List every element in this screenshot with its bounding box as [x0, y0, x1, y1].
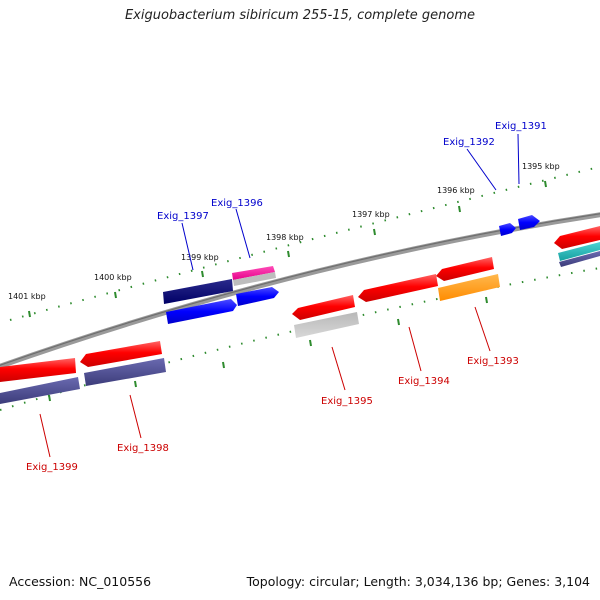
- gene-label[interactable]: Exig_1395: [321, 396, 373, 407]
- tick-mark: [397, 318, 400, 326]
- outer-major-ticks: [28, 180, 547, 318]
- gene-label[interactable]: Exig_1392: [443, 137, 495, 148]
- inner-major-ticks: [48, 296, 488, 402]
- gene-arrow[interactable]: [163, 279, 233, 304]
- leader-line: [408, 326, 422, 372]
- reverse-leaders: [39, 306, 491, 458]
- tick-label: 1401 kbp: [8, 292, 46, 301]
- tick-label: 1396 kbp: [437, 186, 475, 195]
- gene-arrow[interactable]: [236, 287, 279, 306]
- gene-arrow[interactable]: [292, 295, 355, 320]
- leader-line: [466, 148, 497, 191]
- gene-arrow[interactable]: [554, 226, 600, 249]
- inner-tick-track: [0, 267, 600, 411]
- leader-line: [235, 208, 251, 259]
- tick-mark: [114, 291, 117, 299]
- tick-mark: [134, 380, 137, 388]
- leader-line: [129, 394, 142, 439]
- gene-arrow[interactable]: [518, 215, 540, 230]
- leader-line: [181, 222, 194, 271]
- page-title: Exiguobacterium sibiricum 255-15, comple…: [124, 8, 476, 23]
- gene-label[interactable]: Exig_1398: [117, 443, 169, 454]
- gene-arrow[interactable]: [559, 251, 600, 267]
- tick-mark: [201, 270, 204, 278]
- gene-arrow[interactable]: [233, 272, 276, 286]
- forward-genes: [163, 215, 540, 324]
- tick-label: 1399 kbp: [181, 253, 219, 262]
- tick-label: 1398 kbp: [266, 233, 304, 242]
- tick-label: 1395 kbp: [522, 162, 560, 171]
- gene-label[interactable]: Exig_1391: [495, 121, 547, 132]
- gene-arrow[interactable]: [358, 274, 438, 302]
- gene-arrow[interactable]: [0, 358, 76, 382]
- tick-mark: [458, 205, 461, 213]
- gene-arrow[interactable]: [558, 242, 600, 261]
- gene-arrow[interactable]: [436, 257, 494, 281]
- genome-backbone: [0, 212, 600, 369]
- gene-arrow[interactable]: [499, 223, 516, 236]
- gene-label[interactable]: Exig_1396: [211, 198, 263, 209]
- genome-summary-text: Topology: circular; Length: 3,034,136 bp…: [246, 574, 590, 589]
- leader-line: [39, 413, 51, 458]
- gene-label[interactable]: Exig_1394: [398, 376, 450, 387]
- leader-line: [331, 346, 346, 391]
- forward-leaders: [181, 133, 520, 271]
- tick-mark: [28, 310, 31, 318]
- gene-label[interactable]: Exig_1393: [467, 356, 519, 367]
- gene-arrow[interactable]: [166, 299, 237, 324]
- tick-label: 1400 kbp: [94, 273, 132, 282]
- tick-mark: [373, 228, 376, 236]
- gene-label[interactable]: Exig_1397: [157, 211, 209, 222]
- tick-mark: [544, 180, 547, 188]
- tick-mark: [485, 296, 488, 304]
- gene-arrow[interactable]: [438, 274, 500, 301]
- gene-arrow[interactable]: [232, 266, 275, 280]
- gene-arrow[interactable]: [84, 358, 166, 386]
- gene-arrow[interactable]: [294, 312, 359, 338]
- tick-mark: [309, 339, 312, 347]
- gene-label[interactable]: Exig_1399: [26, 462, 78, 473]
- gene-arrow[interactable]: [80, 341, 162, 367]
- tick-mark: [222, 361, 225, 369]
- leader-line: [474, 306, 491, 352]
- accession-text: Accession: NC_010556: [9, 574, 152, 589]
- tick-mark: [48, 394, 51, 402]
- tick-label: 1397 kbp: [352, 210, 390, 219]
- outer-tick-track: [9, 167, 596, 321]
- tick-mark: [287, 250, 290, 258]
- gene-arrow[interactable]: [0, 377, 80, 404]
- leader-line: [517, 133, 520, 185]
- reverse-genes: [0, 226, 600, 404]
